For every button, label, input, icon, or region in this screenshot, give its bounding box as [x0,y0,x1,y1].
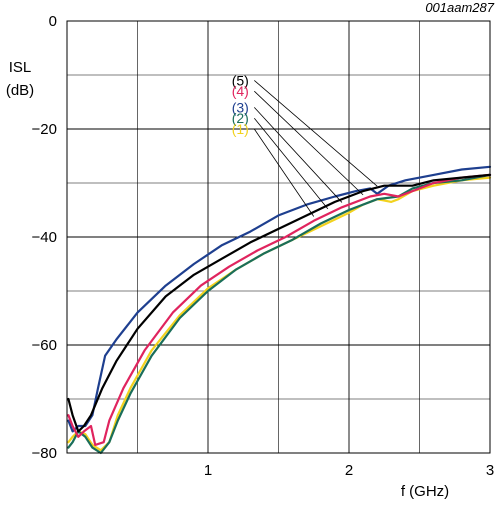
y-tick-label: −20 [32,121,57,138]
series-label: (3) [232,99,249,115]
leader-lines [253,80,378,217]
series-label: (1) [232,121,249,137]
series-layer [67,165,492,455]
series-label: (2) [232,110,249,126]
series-line [67,173,492,433]
y-axis-label-line2: (dB) [6,82,34,99]
x-axis-label: f (GHz) [401,483,449,500]
x-tick-label: 3 [486,462,494,479]
leader-line [254,90,364,196]
y-tick-label: 0 [49,13,57,30]
leader-line [253,117,329,210]
series-label: (4) [232,83,249,99]
series-line [67,176,492,452]
y-tick-label: −40 [32,229,57,246]
x-tick-label: 2 [345,462,353,479]
series-line [67,173,492,455]
y-tick-label: −80 [32,445,57,462]
leader-line [254,80,378,187]
leader-line [254,107,343,203]
plot-frame [66,20,491,454]
series-labels: (5)(4)(3)(2)(1) [232,72,249,137]
series-line [67,173,492,446]
leader-line [253,128,315,217]
figure-code: 001aam287 [425,0,494,15]
series-label: (5) [232,72,249,88]
x-tick-labels: 1 2 3 [204,462,494,479]
y-tick-label: −60 [32,337,57,354]
x-tick-label: 1 [204,462,212,479]
grid [67,21,490,453]
y-tick-labels: 0 −20 −40 −60 −80 [32,13,57,462]
y-axis-label-line1: ISL [9,59,32,76]
